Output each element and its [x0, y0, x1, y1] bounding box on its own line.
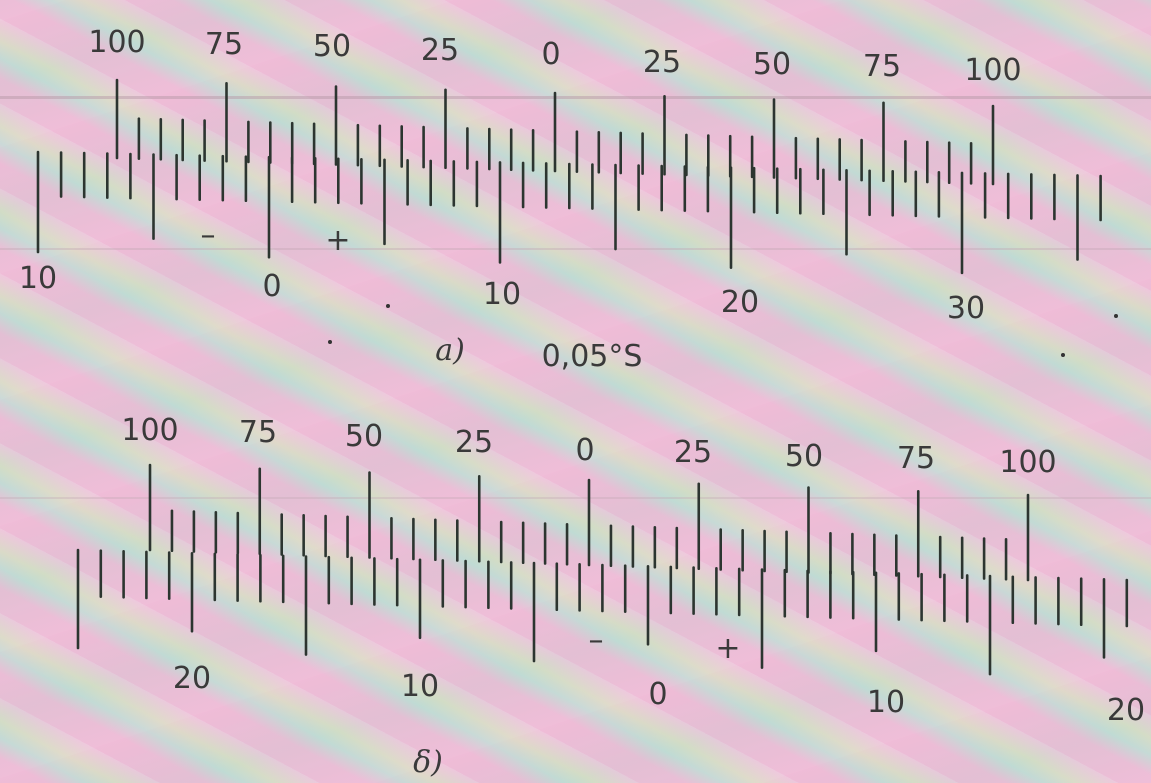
- scale-b-upper-label: 75: [239, 415, 277, 450]
- scale-a-upper-label: 75: [205, 27, 243, 62]
- scale-a-upper-label: 50: [313, 29, 351, 64]
- scale-a-caption: a): [435, 333, 465, 368]
- dot-mark: [386, 304, 390, 308]
- scale-b-upper-ticks: [148, 463, 1030, 582]
- scale-a-lower-label: 10: [483, 277, 521, 312]
- scale-a-lower-ticks: [36, 150, 1102, 275]
- scale-a-note: 0,05°S: [542, 339, 643, 374]
- scale-b-upper-label: 100: [999, 445, 1056, 480]
- scale-a-lower-label: 10: [19, 261, 57, 296]
- scale-a-minus-sign: –: [201, 218, 216, 253]
- scale-b-lower-label: 10: [867, 685, 905, 720]
- scale-b-lower-label: 20: [173, 661, 211, 696]
- dot-mark: [328, 340, 332, 344]
- scale-a-upper-label: 0: [541, 37, 560, 72]
- scale-b-lower-label: 10: [401, 669, 439, 704]
- scale-b-lower-label: 0: [648, 677, 667, 712]
- scale-a-lower-label: 0: [262, 269, 281, 304]
- scale-a-plus-sign: +: [325, 223, 350, 258]
- scale-b-lower-ticks: [76, 548, 1129, 676]
- dot-mark: [1061, 353, 1065, 357]
- scale-a-upper-label: 25: [643, 45, 681, 80]
- scale-b-upper-label: 25: [674, 435, 712, 470]
- scale-a-upper-label: 50: [753, 47, 791, 82]
- scale-a-lower-label: 20: [721, 285, 759, 320]
- scale-b-plus-sign: +: [715, 631, 740, 666]
- scale-b: 100 75 50 25 0 25 50 75 100 20 10 0 10 2…: [76, 413, 1145, 780]
- scale-b-upper-label: 75: [897, 441, 935, 476]
- scale-b-caption: δ): [413, 745, 443, 780]
- scale-a-upper-ticks: [115, 78, 995, 186]
- scale-a-upper-label: 100: [964, 53, 1021, 88]
- dot-mark: [1114, 314, 1118, 318]
- scale-a-upper-label: 25: [421, 33, 459, 68]
- scale-a-lower-label: 30: [947, 291, 985, 326]
- scale-b-upper-label: 25: [455, 425, 493, 460]
- scale-a: 100 75 50 25 0 25 50 75 100 10 0 10 20 3…: [19, 25, 1118, 374]
- scale-a-upper-label: 100: [88, 25, 145, 60]
- scale-b-upper-label: 50: [785, 439, 823, 474]
- scale-b-upper-label: 0: [575, 433, 594, 468]
- scale-a-upper-label: 75: [863, 49, 901, 84]
- scale-b-upper-label: 50: [345, 419, 383, 454]
- scale-b-lower-label: 20: [1107, 693, 1145, 728]
- scale-b-upper-label: 100: [121, 413, 178, 448]
- scale-b-minus-sign: –: [589, 623, 604, 658]
